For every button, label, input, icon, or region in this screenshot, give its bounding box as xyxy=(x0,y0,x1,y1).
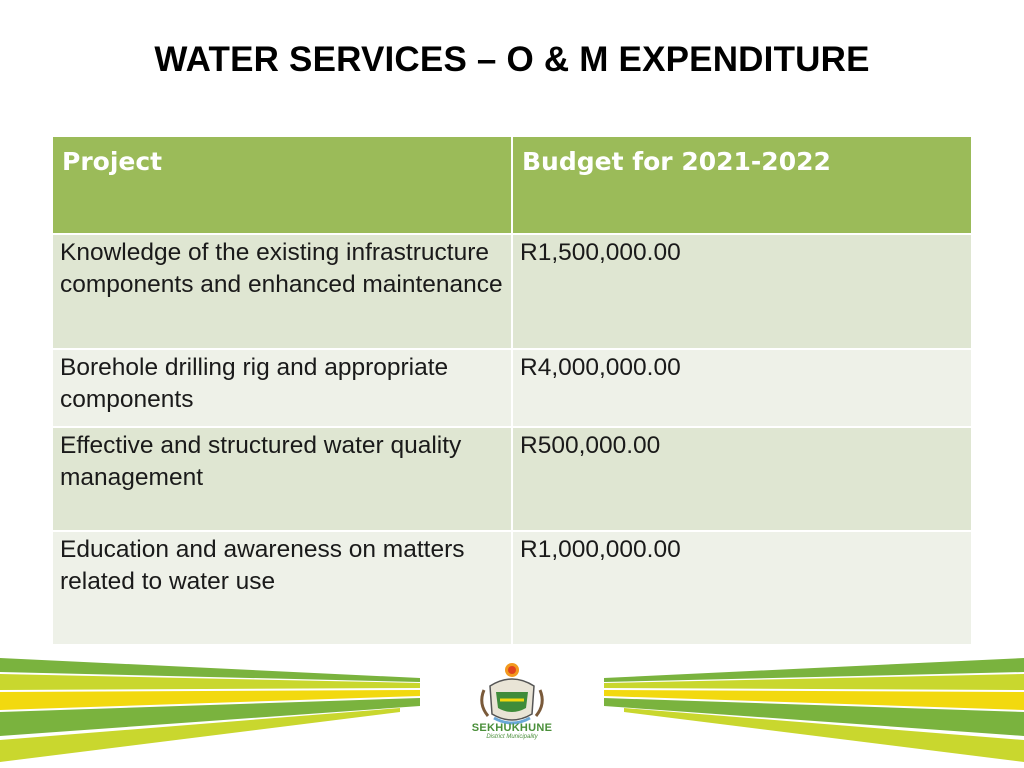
table-row: Effective and structured water quality m… xyxy=(51,426,973,532)
budget-cell: R1,500,000.00 xyxy=(511,233,973,350)
budget-cell: R500,000.00 xyxy=(511,426,973,532)
logo-name: SEKHUKHUNE xyxy=(471,722,553,734)
decorative-stripes xyxy=(0,658,1024,762)
project-cell: Education and awareness on matters relat… xyxy=(51,530,513,646)
project-cell: Knowledge of the existing infrastructure… xyxy=(51,233,513,350)
column-header-budget: Budget for 2021-2022 xyxy=(511,135,973,235)
table-row: Knowledge of the existing infrastructure… xyxy=(51,233,973,350)
table-header-row: Project Budget for 2021-2022 xyxy=(51,135,973,235)
table-row: Education and awareness on matters relat… xyxy=(51,530,973,646)
project-cell: Borehole drilling rig and appropriate co… xyxy=(51,348,513,428)
page-title: WATER SERVICES – O & M EXPENDITURE xyxy=(154,40,870,79)
expenditure-table: Project Budget for 2021-2022 Knowledge o… xyxy=(51,135,973,646)
column-header-project: Project xyxy=(51,135,513,235)
table-row: Borehole drilling rig and appropriate co… xyxy=(51,348,973,428)
municipal-crest-icon xyxy=(480,663,544,725)
budget-cell: R1,000,000.00 xyxy=(511,530,973,646)
project-cell: Effective and structured water quality m… xyxy=(51,426,513,532)
logo-subtitle: District Municipality xyxy=(486,734,538,740)
budget-cell: R4,000,000.00 xyxy=(511,348,973,428)
